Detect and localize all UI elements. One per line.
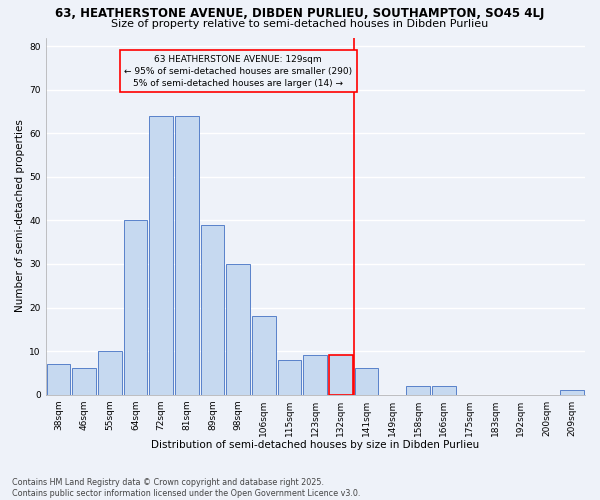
Text: 63 HEATHERSTONE AVENUE: 129sqm
← 95% of semi-detached houses are smaller (290)
5: 63 HEATHERSTONE AVENUE: 129sqm ← 95% of … xyxy=(124,55,352,88)
Bar xyxy=(47,364,70,394)
Y-axis label: Number of semi-detached properties: Number of semi-detached properties xyxy=(15,120,25,312)
Text: 63, HEATHERSTONE AVENUE, DIBDEN PURLIEU, SOUTHAMPTON, SO45 4LJ: 63, HEATHERSTONE AVENUE, DIBDEN PURLIEU,… xyxy=(55,8,545,20)
Bar xyxy=(252,316,276,394)
Bar xyxy=(560,390,584,394)
Bar xyxy=(406,386,430,394)
Bar xyxy=(175,116,199,394)
Bar xyxy=(200,225,224,394)
X-axis label: Distribution of semi-detached houses by size in Dibden Purlieu: Distribution of semi-detached houses by … xyxy=(151,440,479,450)
Bar xyxy=(98,351,122,395)
Bar xyxy=(432,386,455,394)
Bar xyxy=(355,368,379,394)
Bar xyxy=(124,220,147,394)
Bar xyxy=(149,116,173,394)
Text: Contains HM Land Registry data © Crown copyright and database right 2025.
Contai: Contains HM Land Registry data © Crown c… xyxy=(12,478,361,498)
Bar xyxy=(226,264,250,394)
Bar xyxy=(72,368,96,394)
Bar xyxy=(304,356,327,395)
Bar xyxy=(278,360,301,394)
Bar xyxy=(329,356,353,395)
Text: Size of property relative to semi-detached houses in Dibden Purlieu: Size of property relative to semi-detach… xyxy=(112,19,488,29)
